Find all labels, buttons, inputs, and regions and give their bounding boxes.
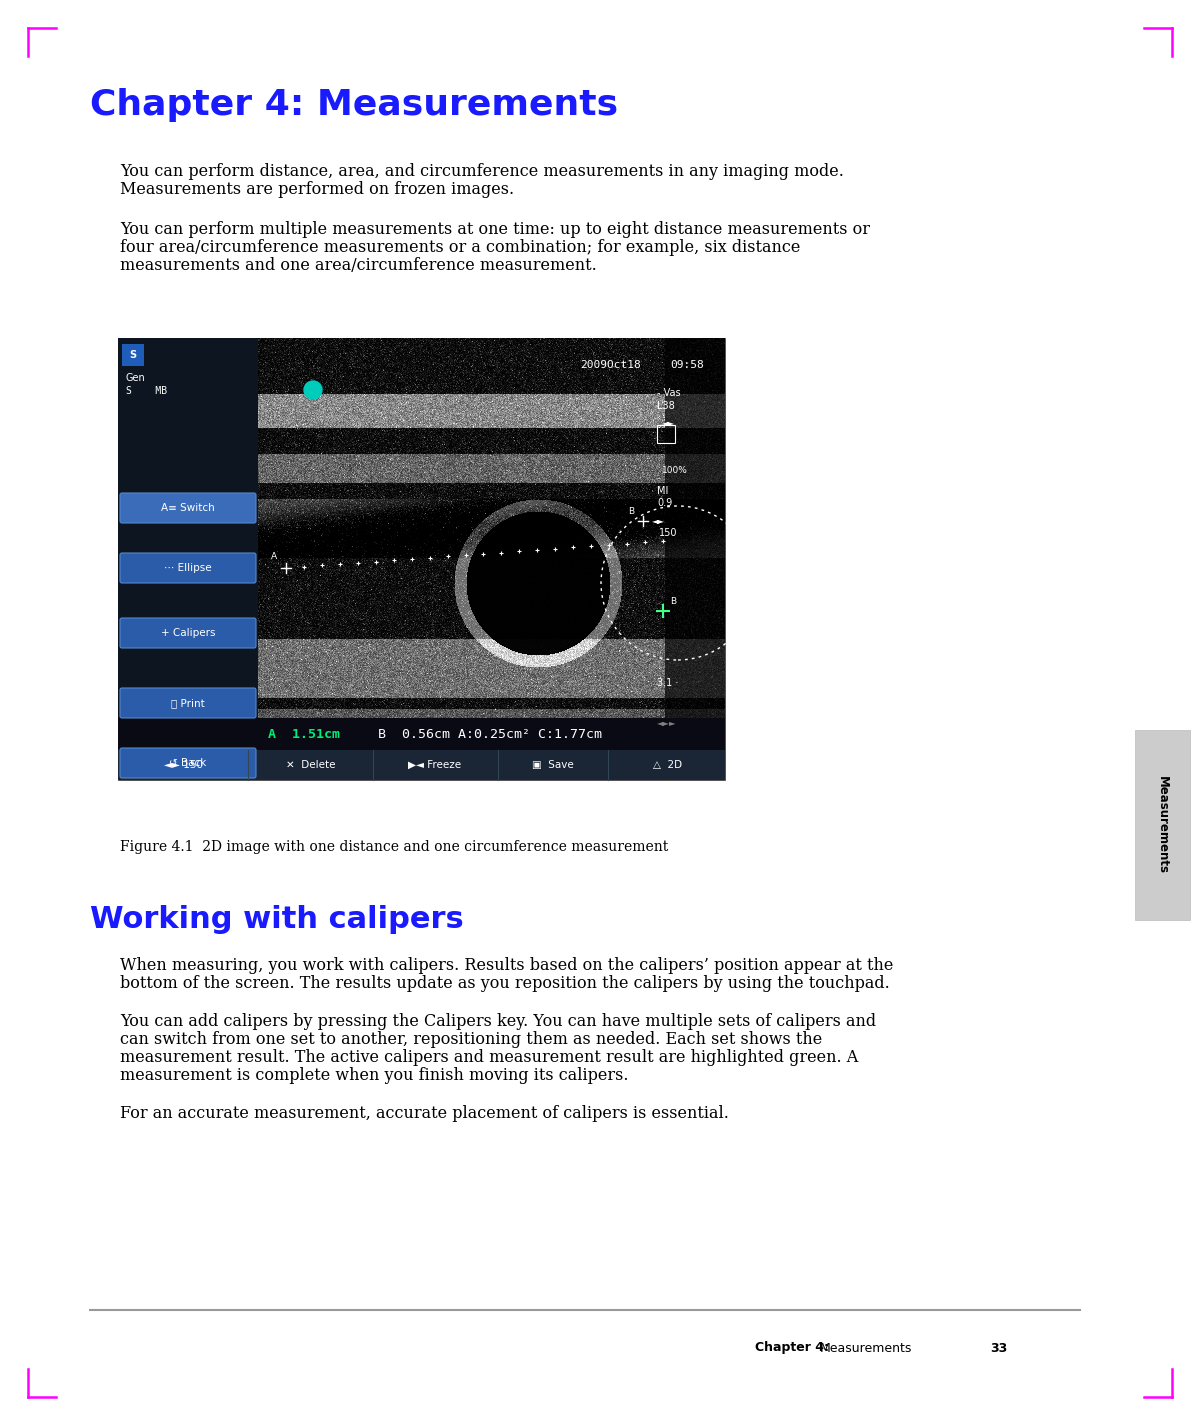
Text: B: B <box>670 597 676 606</box>
Text: + Calipers: + Calipers <box>161 628 215 638</box>
Text: ⋯ Ellipse: ⋯ Ellipse <box>164 563 212 573</box>
FancyBboxPatch shape <box>120 748 256 778</box>
Text: four area/circumference measurements or a combination; for example, six distance: four area/circumference measurements or … <box>120 239 800 256</box>
Text: Chapter 4:: Chapter 4: <box>755 1341 829 1355</box>
FancyBboxPatch shape <box>120 688 256 718</box>
Text: Measurements: Measurements <box>820 1341 912 1355</box>
Bar <box>118 750 725 779</box>
Text: ◄►►: ◄►► <box>658 718 677 727</box>
Text: ⎙ Print: ⎙ Print <box>172 698 205 708</box>
Text: can switch from one set to another, repositioning them as needed. Each set shows: can switch from one set to another, repo… <box>120 1032 822 1047</box>
Text: ▣  Save: ▣ Save <box>532 760 574 770</box>
Bar <box>1135 730 1190 921</box>
Text: 3.1 ·: 3.1 · <box>658 678 678 688</box>
Text: For an accurate measurement, accurate placement of calipers is essential.: For an accurate measurement, accurate pl… <box>120 1104 728 1121</box>
Bar <box>118 338 258 779</box>
FancyBboxPatch shape <box>120 553 256 583</box>
Text: Gen: Gen <box>126 373 145 383</box>
Text: You can perform distance, area, and circumference measurements in any imaging mo: You can perform distance, area, and circ… <box>120 162 844 180</box>
Bar <box>658 425 674 443</box>
Text: ✕  Delete: ✕ Delete <box>287 760 336 770</box>
Text: ↺ Back: ↺ Back <box>169 758 206 768</box>
Text: ◄►: ◄► <box>652 516 665 524</box>
Text: B  0.56cm A:0.25cm² C:1.77cm: B 0.56cm A:0.25cm² C:1.77cm <box>378 728 602 741</box>
Text: A  1.51cm: A 1.51cm <box>268 728 340 741</box>
Text: You can perform multiple measurements at one time: up to eight distance measurem: You can perform multiple measurements at… <box>120 221 870 238</box>
Text: Chapter 4: Measurements: Chapter 4: Measurements <box>90 88 618 123</box>
Text: Working with calipers: Working with calipers <box>90 905 463 933</box>
Text: - Vas: - Vas <box>658 388 680 398</box>
Text: L38: L38 <box>658 400 674 410</box>
Text: Figure 4.1  2D image with one distance and one circumference measurement: Figure 4.1 2D image with one distance an… <box>120 839 668 854</box>
Text: measurement is complete when you finish moving its calipers.: measurement is complete when you finish … <box>120 1067 629 1084</box>
Text: ▶◄ Freeze: ▶◄ Freeze <box>408 760 462 770</box>
Circle shape <box>304 380 322 399</box>
Text: When measuring, you work with calipers. Results based on the calipers’ position : When measuring, you work with calipers. … <box>120 958 893 975</box>
Text: B: B <box>628 506 634 516</box>
FancyBboxPatch shape <box>120 493 256 523</box>
Text: Measurements are performed on frozen images.: Measurements are performed on frozen ima… <box>120 181 514 198</box>
Text: A≡ Switch: A≡ Switch <box>161 503 215 513</box>
Text: 09:58: 09:58 <box>670 361 703 370</box>
Text: S    MB: S MB <box>126 386 167 396</box>
Text: 0.9: 0.9 <box>658 497 672 507</box>
Text: Measurements: Measurements <box>1156 777 1169 874</box>
Bar <box>122 343 144 366</box>
Text: bottom of the screen. The results update as you reposition the calipers by using: bottom of the screen. The results update… <box>120 975 889 992</box>
Text: measurements and one area/circumference measurement.: measurements and one area/circumference … <box>120 256 596 274</box>
Text: 100%: 100% <box>662 466 688 475</box>
Bar <box>118 718 725 750</box>
Bar <box>118 338 725 779</box>
Text: △  2D: △ 2D <box>654 760 683 770</box>
Text: 150: 150 <box>659 529 678 539</box>
Text: ◄► 150: ◄► 150 <box>163 760 203 770</box>
Text: You can add calipers by pressing the Calipers key. You can have multiple sets of: You can add calipers by pressing the Cal… <box>120 1013 876 1030</box>
Text: ◄►: ◄► <box>662 418 674 428</box>
Text: S: S <box>130 351 137 361</box>
Text: A: A <box>271 551 277 560</box>
Text: measurement result. The active calipers and measurement result are highlighted g: measurement result. The active calipers … <box>120 1049 858 1066</box>
FancyBboxPatch shape <box>120 618 256 648</box>
Text: 33: 33 <box>990 1341 1007 1355</box>
Text: 2009Oct18: 2009Oct18 <box>580 361 641 370</box>
Text: MI: MI <box>658 486 668 496</box>
